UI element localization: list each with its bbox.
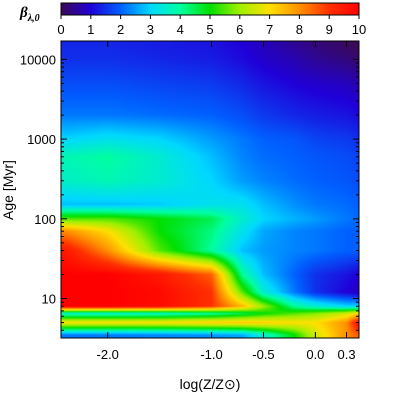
y-tick-label: 10000: [20, 52, 56, 67]
plot-frame: [60, 40, 360, 339]
colorbar-tick-label: 6: [236, 22, 243, 37]
colorbar-tick-label: 10: [352, 22, 366, 37]
colorbar-tick-label: 1: [87, 22, 94, 37]
colorbar-tick-label: 3: [147, 22, 154, 37]
colorbar-label: βλ,0: [19, 5, 40, 24]
heatmap: [61, 41, 359, 338]
x-tick-label: 0.0: [306, 347, 324, 362]
y-axis-label: Age [Myr]: [0, 160, 16, 220]
x-tick-label: -0.5: [252, 347, 274, 362]
colorbar-tick-label: 2: [117, 22, 124, 37]
x-axis-ticks: -2.0 -1.0 -0.5 0.0 0.3: [97, 41, 356, 362]
x-tick-label: -2.0: [97, 347, 119, 362]
colorbar-tick-label: 5: [206, 22, 213, 37]
colorbar-label-main: β: [19, 5, 28, 21]
colorbar: βλ,0 0 1 2 3 4 5 6 7 8 9 10: [19, 2, 366, 37]
y-axis-ticks: 10 100 1000 10000: [20, 52, 359, 331]
colorbar-tick-label: 4: [177, 22, 184, 37]
colorbar-ticks: 0 1 2 3 4 5 6 7 8 9 10: [57, 15, 366, 37]
colorbar-tick-label: 0: [57, 22, 64, 37]
x-axis-label: log(Z/Z⊙): [180, 376, 241, 392]
y-tick-label: 100: [34, 212, 56, 227]
x-tick-label: 0.3: [338, 347, 356, 362]
y-tick-label: 10: [42, 292, 56, 307]
colorbar-tick-label: 9: [326, 22, 333, 37]
colorbar-tick-label: 7: [266, 22, 273, 37]
y-tick-label: 1000: [27, 132, 56, 147]
plot-area: -2.0 -1.0 -0.5 0.0 0.3 10 100 1000 10000: [20, 40, 360, 362]
colorbar-label-sub: λ,0: [27, 13, 40, 24]
x-tick-label: -1.0: [200, 347, 222, 362]
colorbar-gradient: [60, 2, 360, 16]
colorbar-tick-label: 8: [296, 22, 303, 37]
